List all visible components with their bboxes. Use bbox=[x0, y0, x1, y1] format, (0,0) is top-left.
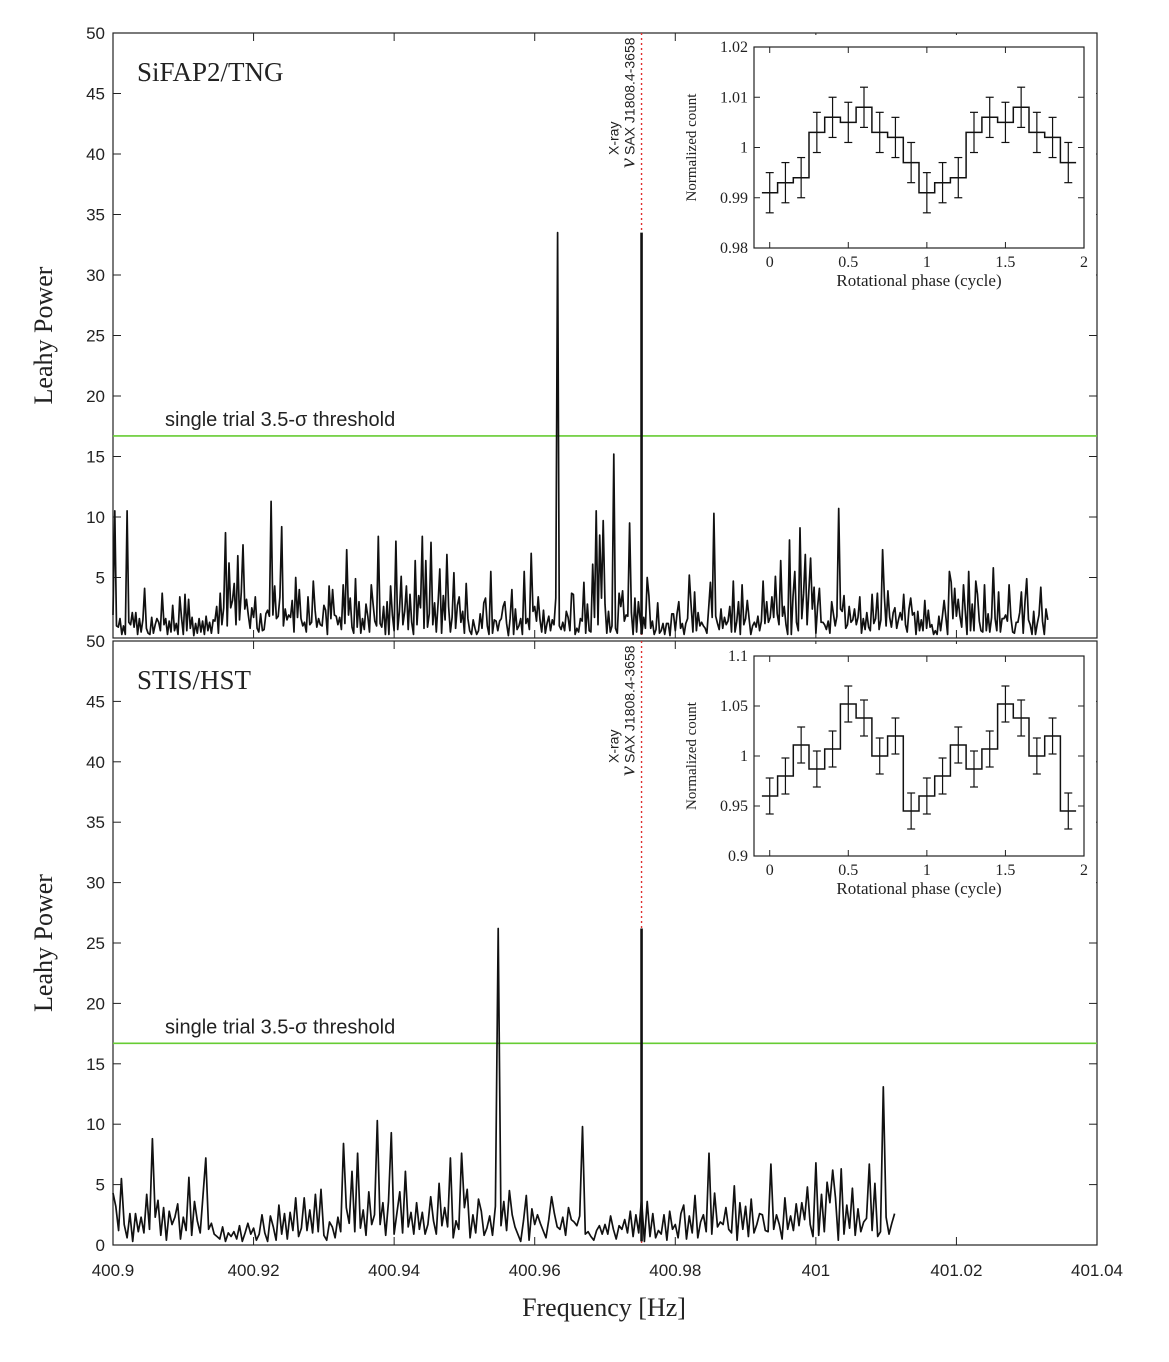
xray-label-bottom: SAX J1808.4-3658 bbox=[622, 645, 638, 763]
inset-x-tick-label: 1.5 bbox=[995, 254, 1015, 271]
panel-title: SiFAP2/TNG bbox=[137, 57, 284, 87]
nu-symbol: ν bbox=[615, 158, 640, 168]
y-tick-label: 30 bbox=[86, 266, 105, 285]
inset-x-tick-label: 2 bbox=[1080, 862, 1088, 879]
inset-x-tick-label: 0.5 bbox=[838, 254, 858, 271]
y-tick-label: 5 bbox=[96, 1176, 105, 1195]
inset-y-tick-label: 1.05 bbox=[720, 698, 748, 715]
xray-label-top: X-ray bbox=[606, 730, 622, 763]
inset-y-axis-label: Normalized count bbox=[684, 93, 700, 202]
x-tick-label: 401 bbox=[802, 1261, 830, 1280]
y-axis-label: Leahy Power bbox=[29, 266, 58, 404]
y-tick-label: 25 bbox=[86, 934, 105, 953]
inset-sifap2-pulse-profile: 0.98 0.99 1 1.01 1.02 0 0.5 1 1.5 2 Rotational pha… bbox=[684, 35, 1096, 298]
x-axis-label: Frequency [Hz] bbox=[522, 1293, 686, 1322]
x-tick-label: 400.92 bbox=[228, 1261, 280, 1280]
inset-x-tick-label: 0.5 bbox=[838, 862, 858, 879]
xray-label-bottom: SAX J1808.4-3658 bbox=[622, 37, 638, 155]
nu-symbol: ν bbox=[615, 766, 640, 776]
y-tick-label: 40 bbox=[86, 753, 105, 772]
inset-y-tick-label: 0.99 bbox=[720, 190, 748, 207]
x-tick-label: 400.96 bbox=[509, 1261, 561, 1280]
y-tick-label: 50 bbox=[86, 24, 105, 43]
inset-y-tick-label: 1 bbox=[740, 140, 748, 157]
inset-x-tick-label: 1.5 bbox=[995, 862, 1015, 879]
y-tick-label: 50 bbox=[86, 632, 105, 651]
y-tick-label: 20 bbox=[86, 994, 105, 1013]
xray-reference-label: ν X-ray SAX J1808.4-3658 bbox=[606, 645, 640, 776]
inset-x-tick-label: 0 bbox=[766, 254, 774, 271]
inset-y-tick-label: 0.98 bbox=[720, 240, 748, 257]
y-tick-label: 20 bbox=[86, 387, 105, 406]
y-tick-label: 30 bbox=[86, 874, 105, 893]
x-tick-label: 401.02 bbox=[930, 1261, 982, 1280]
inset-x-tick-label: 1 bbox=[923, 862, 931, 879]
y-tick-label: 45 bbox=[86, 85, 105, 104]
y-tick-label: 40 bbox=[86, 145, 105, 164]
inset-x-tick-label: 1 bbox=[923, 254, 931, 271]
inset-x-tick-label: 2 bbox=[1080, 254, 1088, 271]
inset-y-tick-label: 1.01 bbox=[720, 89, 748, 106]
inset-y-tick-label: 0.9 bbox=[728, 848, 748, 865]
inset-x-axis-label: Rotational phase (cycle) bbox=[836, 271, 1001, 290]
x-tick-label: 400.98 bbox=[649, 1261, 701, 1280]
y-tick-label: 10 bbox=[86, 508, 105, 527]
inset-x-axis-label: Rotational phase (cycle) bbox=[836, 879, 1001, 898]
x-tick-label: 401.04 bbox=[1071, 1261, 1123, 1280]
threshold-label: single trial 3.5-σ threshold bbox=[165, 409, 395, 431]
inset-y-tick-label: 0.95 bbox=[720, 798, 748, 815]
inset-y-tick-label: 1 bbox=[740, 748, 748, 765]
inset-background bbox=[702, 644, 1096, 906]
y-tick-label: 15 bbox=[86, 448, 105, 467]
x-tick-label: 400.9 bbox=[92, 1261, 135, 1280]
shared-x-axis: 400.9 400.92 400.94 400.96 400.98 401 401.02 40… bbox=[92, 1261, 1123, 1322]
y-tick-label: 15 bbox=[86, 1055, 105, 1074]
power-spectrum-trace bbox=[112, 231, 1049, 637]
x-tick-label: 400.94 bbox=[368, 1261, 420, 1280]
y-tick-label: 0 bbox=[96, 1236, 105, 1255]
y-tick-label: 25 bbox=[86, 327, 105, 346]
y-axis-label: Leahy Power bbox=[29, 874, 58, 1012]
xray-label-top: X-ray bbox=[606, 122, 622, 155]
inset-y-axis-label: Normalized count bbox=[684, 701, 700, 810]
inset-y-tick-label: 1.1 bbox=[728, 648, 748, 665]
y-tick-label: 45 bbox=[86, 692, 105, 711]
inset-stis-pulse-profile: 0.9 0.95 1 1.05 1.1 0 0.5 1 1.5 2 Rotational phase… bbox=[684, 644, 1096, 906]
inset-y-tick-label: 1.02 bbox=[720, 39, 748, 56]
y-tick-label: 35 bbox=[86, 206, 105, 225]
threshold-label: single trial 3.5-σ threshold bbox=[165, 1016, 395, 1038]
xray-reference-label: ν X-ray SAX J1808.4-3658 bbox=[606, 37, 640, 168]
inset-x-tick-label: 0 bbox=[766, 862, 774, 879]
y-tick-label: 10 bbox=[86, 1115, 105, 1134]
y-tick-label: 5 bbox=[96, 569, 105, 588]
power-spectrum-trace bbox=[112, 927, 896, 1243]
y-tick-label: 35 bbox=[86, 813, 105, 832]
inset-background bbox=[702, 35, 1096, 298]
panel-title: STIS/HST bbox=[137, 665, 252, 695]
